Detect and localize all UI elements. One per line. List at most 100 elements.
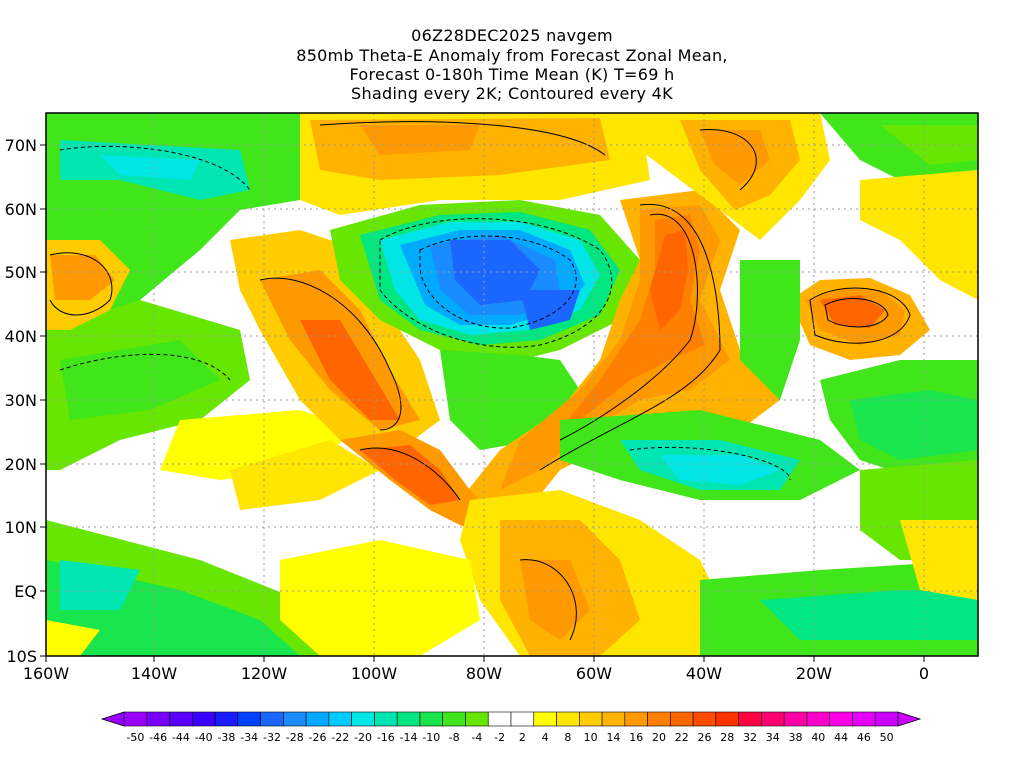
colorbar-swatch <box>556 711 580 727</box>
lat-label-70n: 70N <box>5 136 37 155</box>
title-line-2: 850mb Theta-E Anomaly from Forecast Zona… <box>296 46 728 65</box>
colorbar-label: -26 <box>309 731 327 744</box>
colorbar-swatch <box>169 711 193 727</box>
colorbar-label: -10 <box>422 731 440 744</box>
colorbar-swatch <box>260 711 284 727</box>
lon-label-160w: 160W <box>23 664 70 683</box>
colorbar-swatch <box>419 711 444 727</box>
colorbar-label: 20 <box>652 731 666 744</box>
colorbar-swatch <box>852 711 876 727</box>
colorbar-label: 16 <box>629 731 643 744</box>
title-line-4: Shading every 2K; Contoured every 4K <box>351 84 673 103</box>
colorbar-label: 22 <box>675 731 689 744</box>
colorbar-label: -38 <box>217 731 235 744</box>
colorbar-label: -34 <box>240 731 258 744</box>
title-line-3: Forecast 0-180h Time Mean (K) T=69 h <box>349 65 675 84</box>
colorbar-label: -4 <box>471 731 482 744</box>
colorbar-label: 4 <box>542 731 549 744</box>
lat-label-20n: 20N <box>5 455 37 474</box>
colorbar-swatch <box>396 711 421 727</box>
colorbar-label: 26 <box>698 731 712 744</box>
latitude-labels: 70N 60N 50N 40N 30N 20N 10N EQ 10S <box>5 136 37 666</box>
colorbar-swatch <box>191 711 216 727</box>
colorbar-swatch <box>761 711 785 727</box>
axis-ticks <box>40 144 925 662</box>
lon-label-140w: 140W <box>131 664 178 683</box>
colorbar-swatch <box>692 711 717 727</box>
colorbar-swatch <box>465 711 489 727</box>
colorbar-swatch <box>874 711 899 727</box>
colorbar-swatch <box>214 711 239 727</box>
colorbar-swatch <box>533 711 557 727</box>
lat-label-50n: 50N <box>5 263 37 282</box>
colorbar-swatch <box>806 711 831 727</box>
colorbar-swatch <box>283 711 307 727</box>
plot-frame <box>45 112 979 657</box>
colorbar-swatch <box>510 711 535 727</box>
colorbar-label: -44 <box>172 731 190 744</box>
lon-label-100w: 100W <box>351 664 398 683</box>
lat-label-40n: 40N <box>5 327 37 346</box>
colorbar-label: -28 <box>286 731 304 744</box>
colorbar-label: -50 <box>126 731 144 744</box>
colorbar-swatch <box>374 711 398 727</box>
lon-label-40w: 40W <box>686 664 722 683</box>
colorbar-swatch <box>670 711 694 727</box>
colorbar-label: -16 <box>377 731 395 744</box>
lon-label-60w: 60W <box>576 664 612 683</box>
colorbar-arrow-right <box>897 711 922 727</box>
lat-label-60n: 60N <box>5 200 37 219</box>
colorbar-label: 14 <box>606 731 620 744</box>
colorbar-label: 44 <box>834 731 848 744</box>
lat-label-10n: 10N <box>5 518 37 537</box>
colorbar-label: 46 <box>857 731 871 744</box>
colorbar-swatch <box>578 711 603 727</box>
colorbar-swatch <box>487 711 512 727</box>
lon-label-80w: 80W <box>466 664 502 683</box>
colorbar-swatch <box>624 711 648 727</box>
graticule <box>46 113 978 656</box>
colorbar-label: 38 <box>789 731 803 744</box>
shaded-field <box>46 113 978 656</box>
colorbar-label: -8 <box>449 731 460 744</box>
colorbar-swatch <box>715 711 739 727</box>
colorbar-swatch <box>123 711 148 727</box>
contour-lines <box>49 121 911 641</box>
lon-label-120w: 120W <box>241 664 288 683</box>
colorbar-swatch <box>601 711 626 727</box>
colorbar-swatch <box>305 711 330 727</box>
colorbar-label: -20 <box>354 731 372 744</box>
longitude-labels: 160W 140W 120W 100W 80W 60W 40W 20W 0 <box>23 664 929 683</box>
title-line-1: 06Z28DEC2025 navgem <box>411 26 613 45</box>
colorbar-label: 2 <box>519 731 526 744</box>
colorbar-arrow-left <box>100 711 125 727</box>
colorbar-swatch <box>146 711 170 727</box>
colorbar-swatch <box>351 711 375 727</box>
colorbar-swatch <box>783 711 808 727</box>
colorbar-swatch <box>237 711 261 727</box>
lon-label-20w: 20W <box>796 664 832 683</box>
colorbar: -50 -46 -44 -40 -38 -34 -32 -28 -26 -22 -20 -16 -14-… <box>100 711 922 744</box>
colorbar-label: -22 <box>331 731 349 744</box>
colorbar-swatch <box>738 711 762 727</box>
colorbar-label: -40 <box>195 731 213 744</box>
colorbar-label: 28 <box>720 731 734 744</box>
colorbar-label: 40 <box>811 731 825 744</box>
colorbar-label: 10 <box>584 731 598 744</box>
colorbar-swatch <box>328 711 352 727</box>
colorbar-label: -14 <box>400 731 418 744</box>
colorbar-swatch <box>442 711 466 727</box>
colorbar-label: -2 <box>494 731 505 744</box>
colorbar-label: -46 <box>149 731 167 744</box>
lat-label-eq: EQ <box>14 582 37 601</box>
colorbar-label: 34 <box>766 731 780 744</box>
colorbar-label: 32 <box>743 731 757 744</box>
colorbar-label: -32 <box>263 731 281 744</box>
lat-label-30n: 30N <box>5 391 37 410</box>
colorbar-swatch <box>647 711 671 727</box>
colorbar-swatch <box>829 711 853 727</box>
colorbar-label: 8 <box>564 731 571 744</box>
lat-label-10s: 10S <box>6 647 37 666</box>
colorbar-label: 50 <box>880 731 894 744</box>
